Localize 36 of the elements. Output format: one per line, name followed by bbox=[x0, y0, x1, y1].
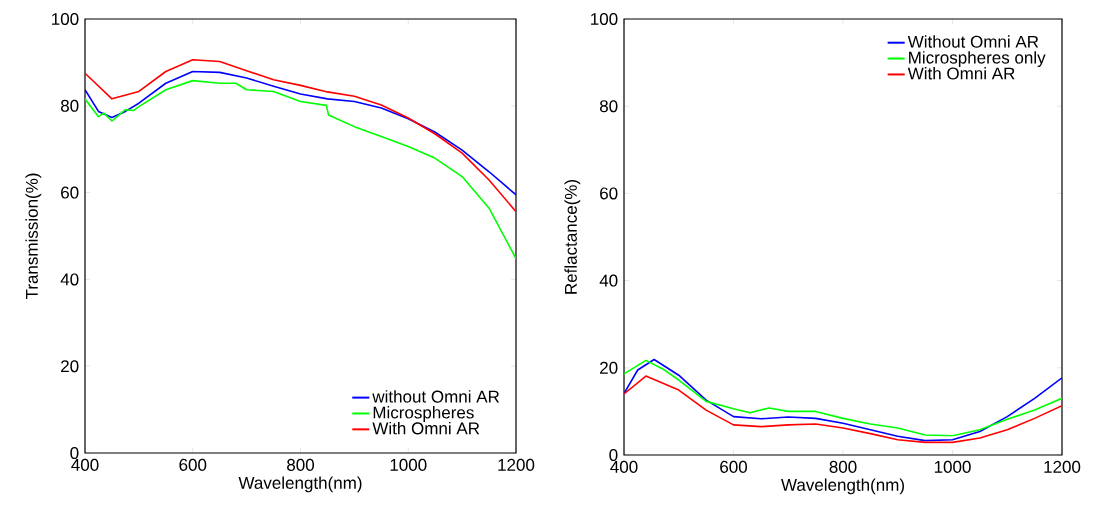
legend-label: Microspheres bbox=[373, 406, 474, 422]
y-tick-label: 60 bbox=[600, 187, 618, 200]
y-tick-label: 60 bbox=[61, 186, 79, 199]
x-tick-label: 1200 bbox=[498, 458, 535, 471]
x-tick-label: 1000 bbox=[390, 458, 427, 471]
legend-label: Without Omni AR bbox=[907, 35, 1039, 48]
x-axis-title: Wavelength(nm) bbox=[781, 478, 904, 495]
y-tick-label: 80 bbox=[60, 99, 79, 112]
legend-label: With Omni AR bbox=[372, 421, 480, 435]
y-axis-title: Transmission(%) bbox=[25, 173, 42, 300]
x-tick-label: 600 bbox=[179, 458, 207, 471]
x-tick-label: 400 bbox=[71, 458, 99, 471]
x-tick-label: 600 bbox=[720, 460, 748, 473]
line-series bbox=[85, 70, 516, 196]
y-axis-title: Reflactance(%) bbox=[564, 179, 581, 294]
x-tick-label: 1200 bbox=[1044, 460, 1081, 473]
x-tick-label: 800 bbox=[829, 460, 857, 473]
legend-label: Microspheres only bbox=[909, 51, 1046, 67]
legend-label: without Omni AR bbox=[372, 390, 500, 403]
line-series bbox=[624, 375, 1062, 444]
y-tick-label: 20 bbox=[61, 360, 79, 373]
x-axis-title: Wavelength(nm) bbox=[238, 476, 362, 493]
y-tick-label: 80 bbox=[599, 100, 618, 113]
y-tick-label: 20 bbox=[600, 361, 618, 374]
y-tick-label: 100 bbox=[52, 12, 79, 26]
y-tick-label: 40 bbox=[599, 274, 618, 287]
x-tick-label: 400 bbox=[610, 460, 638, 473]
y-tick-label: 0 bbox=[609, 448, 618, 462]
line-series bbox=[85, 79, 516, 260]
line-series bbox=[85, 58, 516, 213]
legend-label: With Omni AR bbox=[907, 67, 1015, 80]
y-tick-label: 0 bbox=[70, 446, 79, 460]
x-tick-label: 800 bbox=[287, 458, 315, 471]
y-tick-label: 40 bbox=[60, 273, 79, 286]
y-tick-label: 100 bbox=[591, 12, 618, 26]
x-tick-label: 1000 bbox=[934, 460, 971, 473]
